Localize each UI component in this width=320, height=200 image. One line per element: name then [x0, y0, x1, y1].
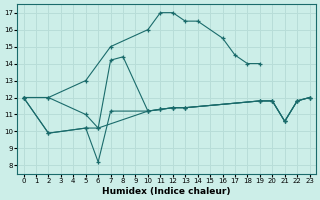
X-axis label: Humidex (Indice chaleur): Humidex (Indice chaleur) [102, 187, 231, 196]
